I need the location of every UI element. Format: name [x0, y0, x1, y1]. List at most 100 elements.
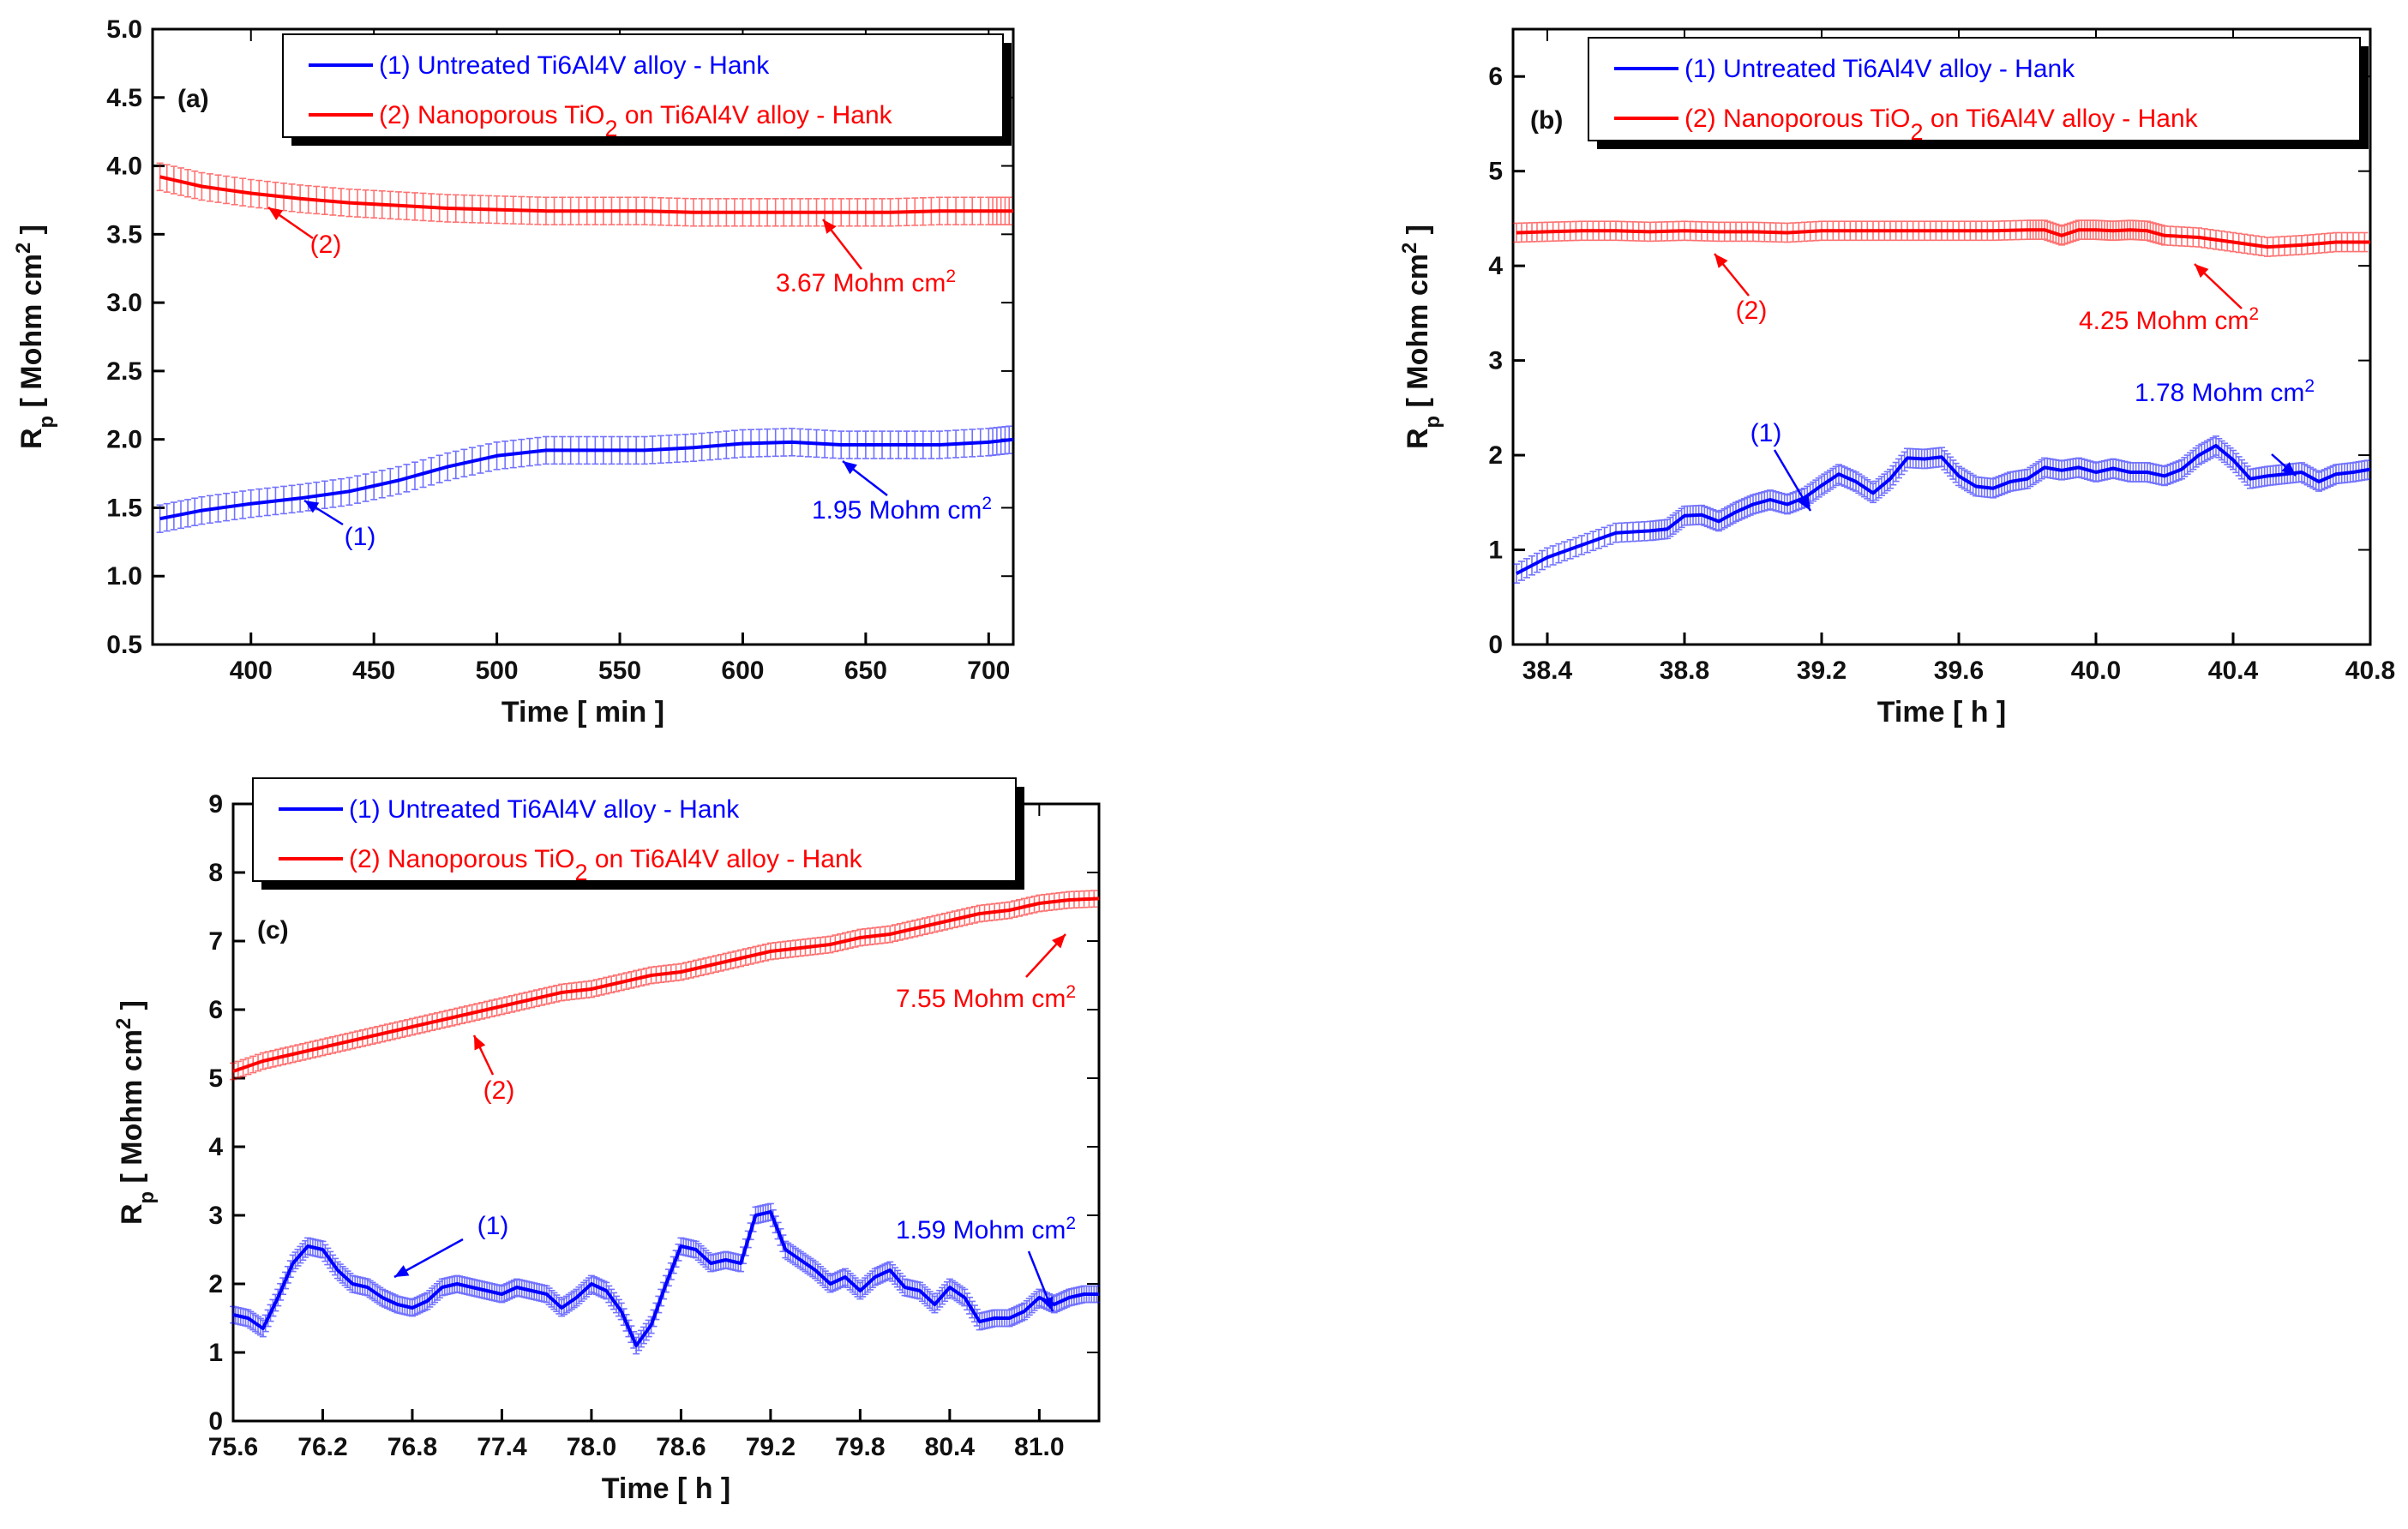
x-tick-label: 450	[352, 657, 395, 685]
series-2	[230, 890, 1100, 1081]
arrow-head	[843, 461, 857, 475]
annotation: (1)	[393, 1212, 509, 1279]
y-axis-label-part: p	[1421, 416, 1444, 429]
y-axis-label-part: p	[35, 416, 58, 429]
arrow-head	[2281, 462, 2296, 476]
y-tick-label: 5	[1488, 158, 1503, 186]
y-axis-label-part: ]	[1402, 225, 1434, 243]
annotation-label-part: 1.78 Mohm cm	[2135, 379, 2304, 407]
y-tick-label: 7	[208, 927, 223, 956]
annotation-label: 1.95 Mohm cm2	[812, 494, 992, 525]
x-tick-label: 75.6	[208, 1433, 258, 1461]
x-tick-label-part: 650	[844, 657, 887, 685]
annotation-label-part: 3.67 Mohm cm	[776, 269, 946, 297]
chart-panel-2: 0 1 2 3 4 5 6 38.4 38.8 39.2 39.6 40.0 40.4 40.8 Time …	[1398, 27, 2395, 729]
x-axis-label-part: Time [ h ]	[602, 1472, 731, 1505]
arrow-head	[1052, 934, 1066, 949]
x-tick-label: 80.4	[925, 1433, 976, 1461]
x-axis-label-part: Time [ h ]	[1877, 696, 2007, 729]
y-tick-label-part: 3.0	[106, 289, 142, 317]
y-tick-label: 5.0	[106, 15, 142, 44]
annotation-label-part: 2	[946, 267, 956, 286]
y-tick-label-part: 4.0	[106, 153, 142, 181]
annotation: (2)	[472, 1034, 514, 1105]
annotation-label: 1.78 Mohm cm2	[2135, 376, 2315, 408]
panel-label-part: (c)	[257, 916, 289, 944]
y-tick-label-part: 8	[208, 859, 223, 887]
y-tick-label-part: 3	[1488, 347, 1503, 375]
y-tick-label-part: 1	[208, 1339, 223, 1367]
legend-label-part: (2) Nanoporous TiO	[379, 101, 604, 129]
legend-label-part: (1) Untreated Ti6Al4V alloy - Hank	[1684, 55, 2075, 83]
y-tick-label-part: 2.0	[106, 426, 142, 454]
y-tick-label-part: 0	[208, 1407, 223, 1436]
x-tick-label: 78.6	[656, 1433, 706, 1461]
y-tick-label: 0	[1488, 631, 1503, 659]
x-tick-label-part: 450	[352, 657, 395, 685]
y-tick-label: 1	[1488, 537, 1503, 565]
x-tick-label: 81.0	[1014, 1433, 1064, 1461]
x-tick-label-part: 78.6	[656, 1433, 706, 1461]
series-line	[232, 896, 1100, 1073]
y-tick-label: 4	[208, 1133, 223, 1161]
arrow-head	[1714, 254, 1728, 268]
y-tick-label: 3.0	[106, 289, 142, 317]
annotation: 7.55 Mohm cm2	[896, 933, 1076, 1014]
x-tick-label: 40.0	[2071, 657, 2121, 685]
y-tick-label: 4.5	[106, 84, 142, 112]
x-tick-label: 78.0	[567, 1433, 616, 1461]
x-tick-label-part: 75.6	[208, 1433, 258, 1461]
annotation: (1)	[303, 499, 375, 551]
y-tick-label-part: 6	[208, 996, 223, 1024]
arrow-head	[2195, 264, 2209, 279]
annotation: 4.25 Mohm cm2	[2079, 263, 2259, 335]
y-tick-label-part: 4.5	[106, 84, 142, 112]
annotation-label: (2)	[310, 231, 342, 259]
legend-label-part: on Ti6Al4V alloy - Hank	[587, 845, 862, 873]
x-tick-label: 79.8	[835, 1433, 885, 1461]
panel-label: (b)	[1530, 106, 1563, 135]
y-axis-label-part: 2	[12, 243, 35, 254]
x-tick-label-part: 500	[476, 657, 519, 685]
error-bars	[156, 162, 1013, 227]
annotation-label-part: 2	[982, 494, 992, 513]
legend-label-part: (2) Nanoporous TiO	[1684, 105, 1910, 133]
arrow-head	[394, 1265, 410, 1277]
y-tick-label: 3	[208, 1202, 223, 1230]
series-2	[1513, 219, 2371, 257]
x-axis-label: Time [ h ]	[1877, 696, 2007, 729]
x-tick-label-part: 550	[598, 657, 641, 685]
y-tick-label: 0.5	[106, 631, 142, 659]
x-tick-label-part: 76.2	[297, 1433, 347, 1461]
y-tick-label: 2.0	[106, 426, 142, 454]
legend-label-part: (2) Nanoporous TiO	[349, 845, 574, 873]
annotation-label: 7.55 Mohm cm2	[896, 982, 1076, 1014]
annotation-label-part: (1)	[477, 1212, 509, 1240]
arrow-head	[304, 501, 320, 513]
y-tick-label-part: 0	[1488, 631, 1503, 659]
y-tick-label-part: 2	[208, 1270, 223, 1298]
x-tick-label-part: 39.2	[1797, 657, 1847, 685]
arrow-head	[1042, 1296, 1054, 1311]
y-axis-label-part: [ Mohm cm	[116, 1029, 148, 1191]
x-tick-label: 40.4	[2208, 657, 2259, 685]
y-tick-label-part: 5	[208, 1064, 223, 1093]
x-axis-label-part: Time [ min ]	[501, 696, 664, 729]
legend-box	[282, 33, 1004, 138]
chart-panel-1: 0.5 1.0 1.5 2.0 2.5 3.0 3.5 4.0 4.5 5.0 400 450 500 5…	[12, 15, 1015, 729]
y-tick-label-part: 3	[208, 1202, 223, 1230]
x-tick-label: 39.2	[1797, 657, 1847, 685]
legend: (1) Untreated Ti6Al4V alloy - Hank (2) Na…	[252, 777, 1024, 890]
x-tick-label: 76.8	[387, 1433, 437, 1461]
annotation-label-part: (2)	[1736, 297, 1768, 325]
annotation-label: 1.59 Mohm cm2	[896, 1214, 1076, 1245]
y-axis-label-part: [ Mohm cm	[15, 254, 48, 416]
x-tick-label: 550	[598, 657, 641, 685]
series-line	[1516, 228, 2370, 249]
panel-label-part: (b)	[1530, 106, 1563, 135]
annotation: 1.95 Mohm cm2	[812, 460, 992, 525]
arrow-head	[474, 1035, 486, 1051]
y-tick-label: 8	[208, 859, 223, 887]
annotation: 3.67 Mohm cm2	[776, 219, 956, 297]
annotation-label-part: 2	[1066, 1214, 1076, 1233]
